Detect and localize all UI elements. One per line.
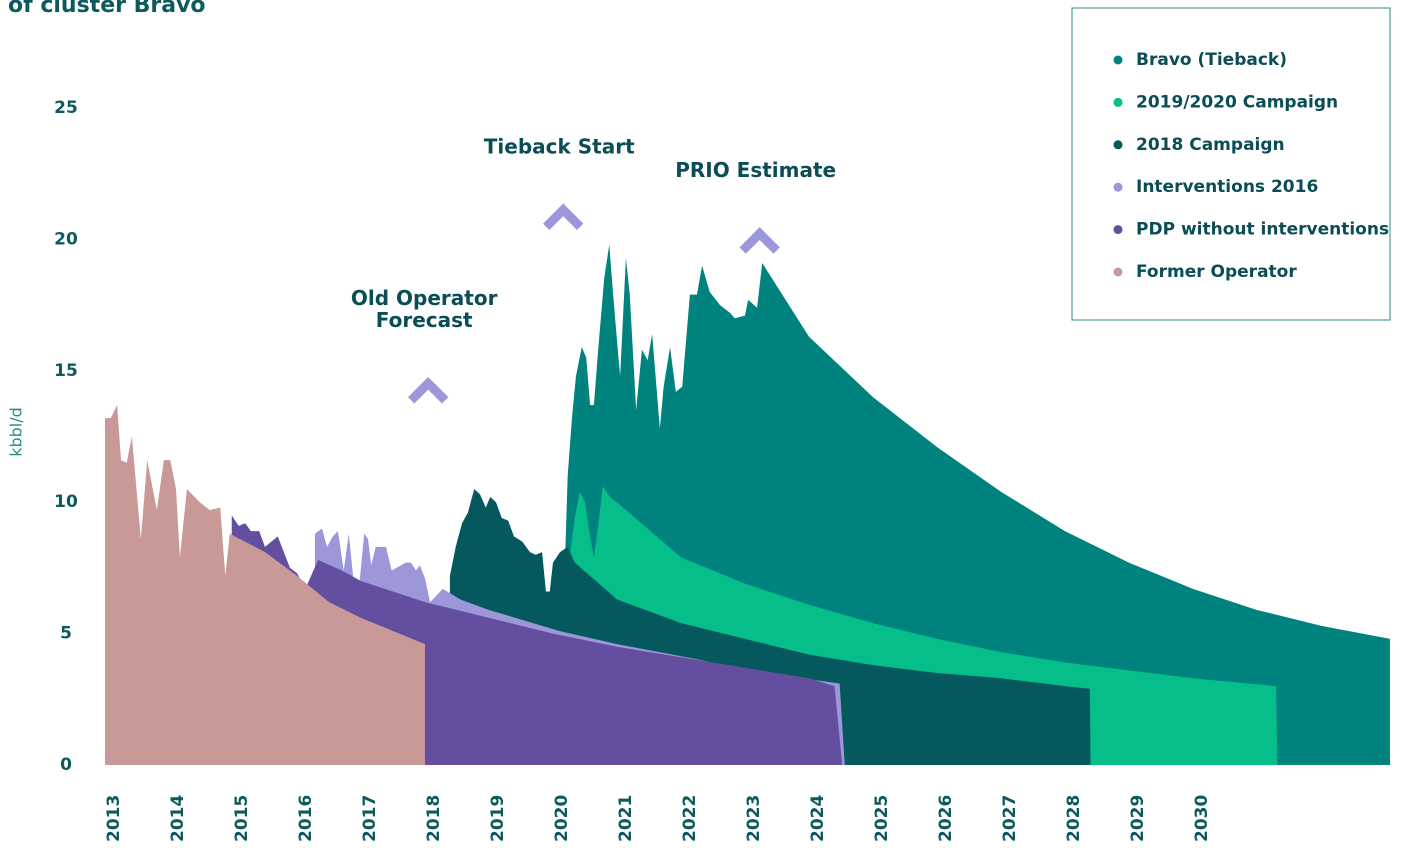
annotation-arrowhead	[543, 203, 584, 231]
legend-marker	[1113, 97, 1123, 107]
x-tick-label: 2015	[232, 795, 252, 842]
x-tick-label: 2029	[1128, 795, 1148, 842]
legend-label: Bravo (Tieback)	[1136, 50, 1287, 70]
x-tick-label: 2022	[680, 795, 700, 842]
x-tick-label: 2013	[104, 795, 124, 842]
legend-marker	[1113, 140, 1123, 150]
x-tick-label: 2027	[1000, 795, 1020, 842]
legend-label: 2018 Campaign	[1136, 135, 1285, 155]
y-tick-label: 15	[54, 361, 78, 381]
annotation: Forecast	[376, 308, 473, 332]
x-tick-label: 2020	[552, 795, 572, 842]
legend-label: PDP without interventions	[1136, 220, 1389, 240]
y-axis-label: kbbl/d	[7, 407, 26, 457]
legend-marker	[1113, 55, 1123, 65]
x-tick-label: 2024	[808, 795, 828, 842]
annotation: Tieback Start	[484, 134, 635, 158]
y-tick-label: 20	[54, 229, 78, 249]
annotation-arrowhead	[739, 227, 780, 254]
legend-marker	[1113, 182, 1123, 192]
y-tick-label: 10	[54, 492, 78, 512]
legend-label: 2019/2020 Campaign	[1136, 92, 1338, 112]
y-tick-label: 25	[54, 98, 78, 118]
x-tick-label: 2016	[296, 795, 316, 842]
x-tick-label: 2019	[488, 795, 508, 842]
x-tick-label: 2030	[1192, 795, 1212, 842]
area	[105, 404, 425, 765]
chart-title: of cluster Bravo	[8, 0, 206, 18]
x-tick-label: 2028	[1064, 795, 1084, 842]
x-tick-label: 2017	[360, 795, 380, 842]
legend-marker	[1113, 267, 1123, 277]
x-tick-label: 2021	[616, 795, 636, 842]
x-tick-label: 2023	[744, 795, 764, 842]
x-tick-label: 2014	[168, 795, 188, 842]
annotation: Old Operator	[351, 286, 498, 310]
x-tick-label: 2026	[936, 795, 956, 842]
legend-box	[1071, 7, 1391, 321]
legend-marker	[1113, 225, 1123, 235]
x-tick-label: 2018	[424, 795, 444, 842]
annotation: PRIO Estimate	[675, 158, 836, 182]
x-tick-label: 2025	[872, 795, 892, 842]
y-tick-label: 5	[60, 624, 72, 644]
legend-label: Interventions 2016	[1136, 177, 1318, 197]
y-tick-label: 0	[60, 755, 72, 775]
annotation-arrowhead	[407, 376, 449, 404]
legend-label: Former Operator	[1136, 262, 1297, 282]
